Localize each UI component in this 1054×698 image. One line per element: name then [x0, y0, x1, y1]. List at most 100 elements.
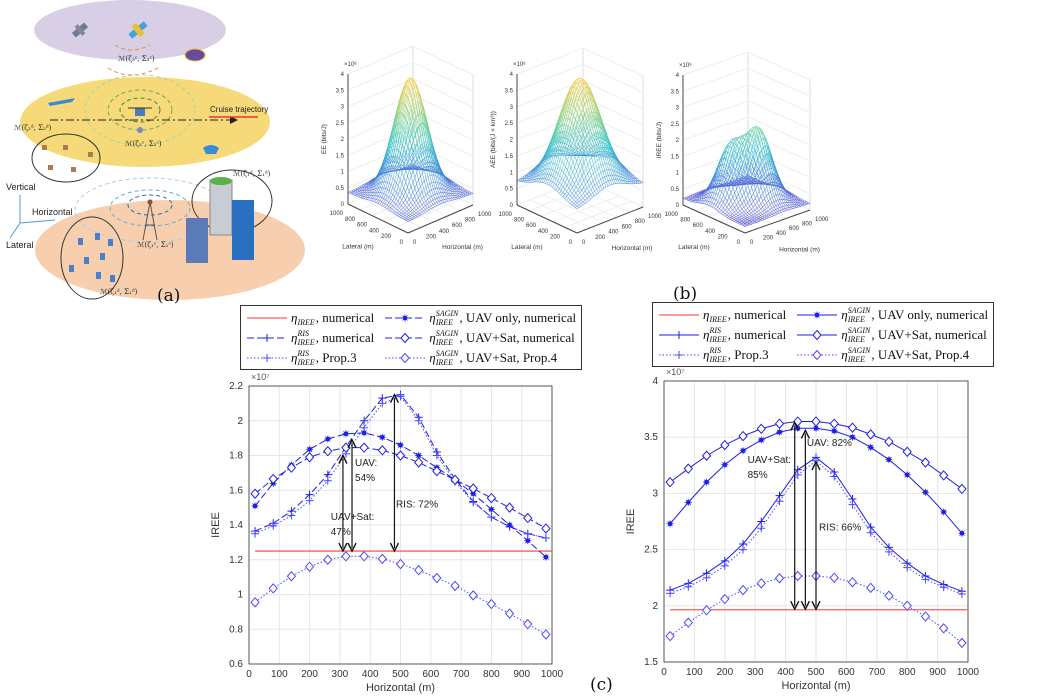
- surface-mesh-segment: [373, 182, 376, 187]
- surface-mesh-segment: [408, 216, 411, 218]
- surface-mesh-segment: [448, 193, 451, 196]
- surface-mesh-segment: [550, 176, 553, 182]
- surface-mesh-segment: [396, 149, 399, 152]
- surface-mesh-segment: [414, 207, 417, 211]
- surface-mesh-segment: [596, 176, 599, 182]
- surface-mesh-segment: [387, 157, 391, 167]
- surface-mesh-segment: [561, 163, 565, 171]
- surface-mesh-segment: [362, 197, 364, 199]
- surface-mesh-segment: [452, 191, 455, 194]
- surface-mesh-segment: [425, 187, 428, 194]
- surface-mesh-segment: [419, 210, 422, 213]
- surface-mesh-segment: [421, 208, 424, 212]
- surface-mesh-segment: [581, 195, 584, 199]
- surface-mesh-segment: [374, 184, 378, 189]
- surface-mesh-segment: [397, 194, 401, 198]
- surface-mesh-segment: [401, 127, 405, 136]
- surface-mesh-segment: [570, 187, 573, 191]
- surface-mesh-segment: [463, 193, 466, 195]
- surface-mesh-segment: [395, 214, 398, 216]
- grid-line: [347, 94, 474, 125]
- surface-mesh-segment: [570, 176, 573, 181]
- surface-mesh-segment: [378, 173, 382, 180]
- surface-mesh-segment: [565, 160, 568, 167]
- surface-mesh-segment: [410, 187, 414, 193]
- surface-mesh-segment: [374, 198, 377, 200]
- surface-mesh-segment: [400, 128, 403, 140]
- surface-mesh-segment: [606, 181, 609, 187]
- surface-mesh-segment: [422, 169, 425, 174]
- surface-mesh-segment: [368, 197, 372, 201]
- surface-mesh-segment: [599, 157, 602, 159]
- surface-mesh-segment: [367, 186, 371, 189]
- surface-mesh-segment: [423, 196, 426, 202]
- surface-mesh-segment: [396, 136, 400, 148]
- surface-mesh-segment: [574, 175, 577, 180]
- surface-mesh-segment: [586, 107, 589, 111]
- surface-mesh-segment: [397, 206, 400, 209]
- surface-mesh-segment: [456, 191, 459, 194]
- surface-mesh-segment: [403, 149, 407, 156]
- surface-mesh-segment: [414, 142, 418, 147]
- surface-mesh-segment: [420, 183, 423, 187]
- surface-mesh-segment: [592, 178, 596, 181]
- surface-mesh-segment: [411, 107, 414, 114]
- surface-mesh-segment: [357, 189, 360, 192]
- surface-mesh-segment: [396, 183, 399, 187]
- surface-mesh-segment: [427, 175, 431, 177]
- surface-mesh-segment: [381, 181, 385, 188]
- surface-mesh-segment: [404, 91, 407, 95]
- surface-mesh-segment: [613, 179, 617, 184]
- surface-mesh-segment: [586, 200, 589, 203]
- surface-mesh-segment: [423, 187, 427, 190]
- surface-mesh-segment: [412, 187, 415, 193]
- surface-mesh-segment: [403, 105, 406, 115]
- surface-mesh-segment: [416, 193, 419, 198]
- surface-mesh-segment: [411, 98, 414, 108]
- surface-mesh-segment: [429, 197, 432, 202]
- surface-mesh-segment: [579, 183, 582, 188]
- surface-mesh-segment: [395, 206, 399, 209]
- surface-mesh-segment: [436, 201, 439, 203]
- surface-mesh-segment: [437, 164, 441, 171]
- surface-mesh-segment: [548, 169, 552, 175]
- surface-mesh-segment: [362, 187, 365, 190]
- z-tick-label: 0: [510, 203, 514, 209]
- surface-mesh-segment: [416, 197, 419, 201]
- surface-mesh-segment: [579, 195, 582, 198]
- surface-mesh-segment: [349, 190, 352, 192]
- surface-mesh-segment: [401, 172, 405, 178]
- surface-mesh-segment: [398, 101, 402, 112]
- surface-mesh-segment: [578, 166, 581, 172]
- surface-mesh-segment: [387, 174, 390, 176]
- surface-mesh-segment: [406, 209, 409, 212]
- surface-mesh-segment: [549, 162, 552, 169]
- surface-mesh-segment: [392, 186, 395, 190]
- grid-line: [360, 197, 422, 228]
- surface-mesh-segment: [378, 192, 381, 197]
- surface-mesh-segment: [395, 211, 398, 214]
- surface-mesh-segment: [386, 205, 389, 207]
- surface-mesh-segment: [436, 202, 439, 206]
- surface-mesh-segment: [600, 157, 604, 165]
- surface-mesh-segment: [588, 130, 591, 133]
- surface-mesh-segment: [393, 146, 396, 157]
- surface-mesh-segment: [598, 187, 601, 192]
- surface-mesh-segment: [577, 106, 580, 114]
- surface-mesh-segment: [358, 195, 361, 198]
- surface-mesh-segment: [429, 191, 432, 197]
- surface-mesh-segment: [470, 193, 474, 195]
- surface-mesh-segment: [406, 214, 409, 216]
- surface-mesh-segment: [406, 215, 409, 217]
- surface-mesh-segment: [402, 149, 405, 159]
- surface-mesh-segment: [410, 182, 414, 188]
- surface-mesh-segment: [419, 161, 422, 164]
- surface-mesh-segment: [401, 205, 404, 208]
- surface-mesh-segment: [597, 143, 601, 148]
- surface-mesh-segment: [421, 204, 424, 208]
- surface-mesh-segment: [372, 201, 375, 203]
- surface-mesh-segment: [563, 186, 566, 190]
- surface-plot: 00.511.522.533.54×10⁸0200400600800100002…: [656, 51, 829, 254]
- surface-mesh-segment: [412, 202, 415, 206]
- surface-mesh-segment: [434, 205, 437, 208]
